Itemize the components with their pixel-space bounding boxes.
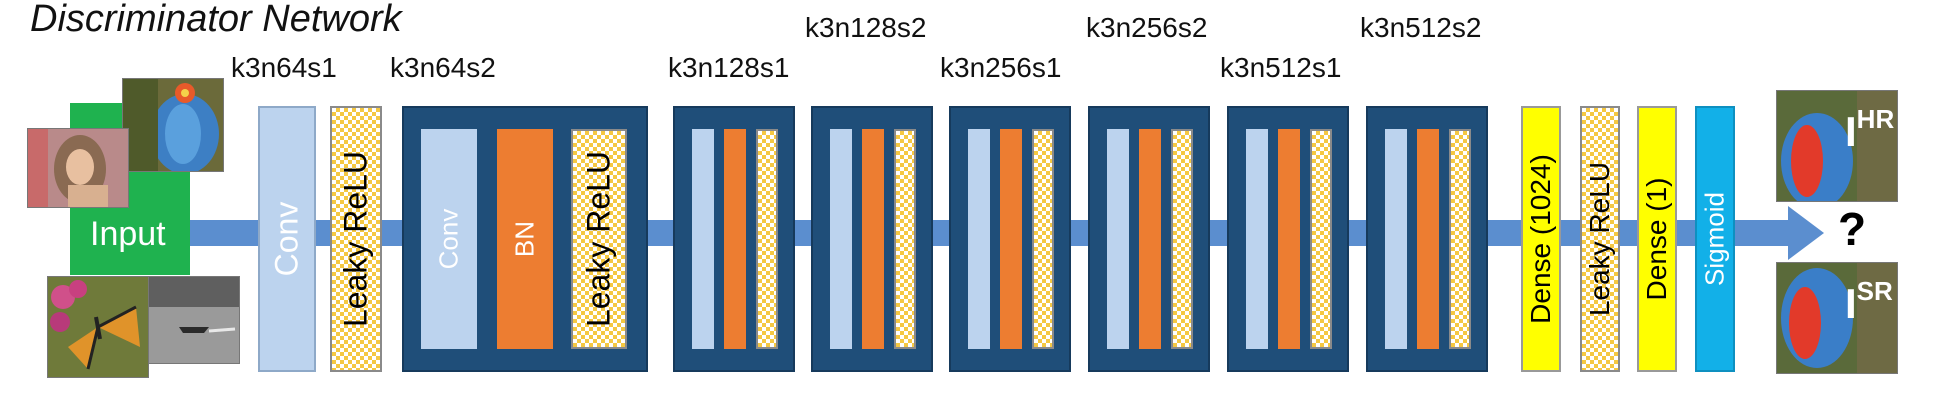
sigmoid-label: Sigmoid	[1699, 192, 1730, 286]
head-leaky-relu-label: Leaky ReLU	[1584, 161, 1615, 317]
conv-layer-1: Conv	[258, 106, 316, 372]
block-conv	[692, 129, 714, 349]
block-leaky-relu	[1171, 129, 1193, 349]
block-bn	[1139, 129, 1161, 349]
block-conv-label: Conv	[433, 208, 464, 270]
dense-1024-label: Dense (1024)	[1525, 154, 1556, 324]
block-bn	[1000, 129, 1022, 349]
label-k3n512s2: k3n512s2	[1360, 12, 1482, 43]
block-bn	[1417, 129, 1439, 349]
sr-image-icon	[1776, 262, 1898, 374]
bn-label: BN	[509, 220, 540, 258]
block-bn	[724, 129, 746, 349]
block-bn: BN	[497, 129, 553, 349]
block-bn	[862, 129, 884, 349]
block-k3n256s1	[949, 106, 1071, 372]
dense-1-label: Dense (1)	[1641, 177, 1672, 301]
block-k3n64s2: Conv BN Leaky ReLU	[402, 106, 648, 372]
dense-1-layer: Dense (1)	[1637, 106, 1677, 372]
diagram-title: Discriminator Network	[30, 0, 402, 40]
block-conv	[968, 129, 990, 349]
block-bn	[1278, 129, 1300, 349]
block-leaky-relu: Leaky ReLU	[571, 129, 627, 349]
block-leaky-relu	[894, 129, 916, 349]
mandrill-photo-icon	[122, 78, 224, 172]
boat-photo-icon	[148, 276, 240, 364]
flow-arrow-head-icon	[1788, 206, 1824, 260]
sr-label-base: I	[1845, 280, 1857, 327]
block-leaky-relu-label: Leaky ReLU	[580, 150, 617, 328]
input-label: Input	[90, 215, 166, 253]
block-conv	[1246, 129, 1268, 349]
leaky-relu-label: Leaky ReLU	[337, 150, 374, 328]
block-conv	[1107, 129, 1129, 349]
label-k3n512s1: k3n512s1	[1220, 52, 1342, 83]
leaky-relu-layer-1: Leaky ReLU	[330, 106, 382, 372]
label-k3n256s1: k3n256s1	[940, 52, 1062, 83]
portrait-photo-icon	[27, 128, 129, 208]
dense-1024-layer: Dense (1024)	[1521, 106, 1561, 372]
block-k3n512s2	[1366, 106, 1488, 372]
hr-label-base: I	[1845, 108, 1857, 155]
hr-label-sup: HR	[1856, 104, 1895, 134]
conv-label: Conv	[268, 201, 305, 277]
block-k3n256s2	[1088, 106, 1210, 372]
label-k3n128s1: k3n128s1	[668, 52, 790, 83]
block-k3n128s1	[673, 106, 795, 372]
block-leaky-relu	[756, 129, 778, 349]
block-conv: Conv	[421, 129, 477, 349]
block-leaky-relu	[1310, 129, 1332, 349]
question-mark: ?	[1838, 203, 1867, 255]
butterfly-photo-icon	[47, 276, 149, 378]
label-k3n256s2: k3n256s2	[1086, 12, 1208, 43]
block-leaky-relu	[1449, 129, 1471, 349]
label-k3n64s1: k3n64s1	[231, 52, 337, 83]
block-leaky-relu	[1032, 129, 1054, 349]
hr-label: IHR	[1845, 104, 1894, 156]
block-k3n512s1	[1227, 106, 1349, 372]
label-k3n64s2: k3n64s2	[390, 52, 496, 83]
block-conv	[1385, 129, 1407, 349]
hr-image-icon	[1776, 90, 1898, 202]
block-k3n128s2	[811, 106, 933, 372]
sr-label: ISR	[1845, 276, 1893, 328]
sigmoid-layer: Sigmoid	[1695, 106, 1735, 372]
block-conv	[830, 129, 852, 349]
leaky-relu-layer-head: Leaky ReLU	[1580, 106, 1620, 372]
label-k3n128s2: k3n128s2	[805, 12, 927, 43]
sr-label-sup: SR	[1856, 276, 1893, 306]
